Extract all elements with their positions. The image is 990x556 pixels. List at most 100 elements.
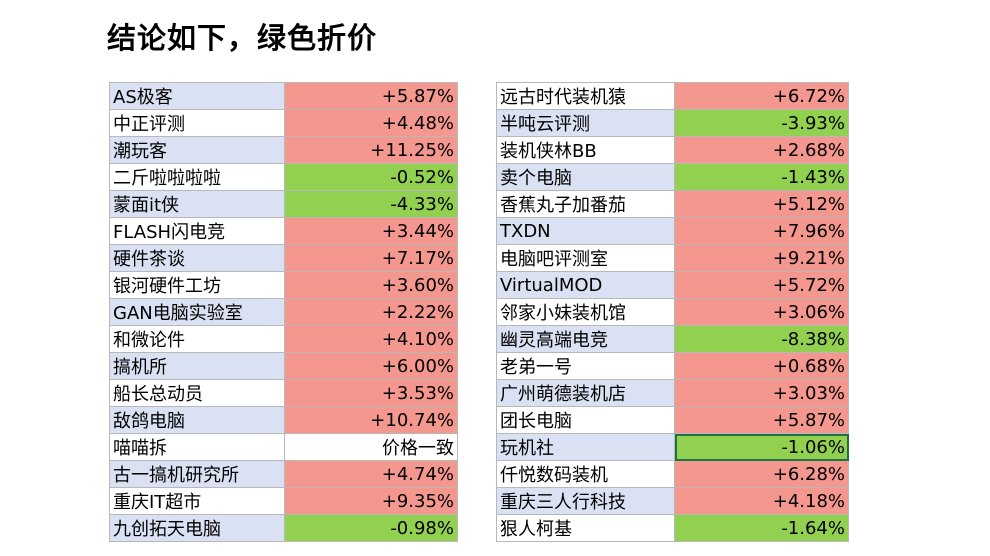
table-row: 银河硬件工坊 +3.60% [109,271,458,299]
table-row: 老弟一号 +0.68% [496,352,849,380]
channel-name-cell[interactable]: 装机侠林BB [496,136,675,164]
channel-name-cell[interactable]: 玩机社 [496,433,675,461]
channel-name-cell[interactable]: 搞机所 [109,352,285,380]
table-row: 二斤啦啦啦啦 -0.52% [109,163,458,191]
channel-name-cell[interactable]: 广州萌德装机店 [496,379,675,407]
price-change-cell[interactable]: -0.98% [284,514,458,542]
table-row: 潮玩客 +11.25% [109,136,458,164]
table-row: 半吨云评测 -3.93% [496,109,849,137]
price-change-cell[interactable]: +2.68% [674,136,849,164]
channel-name-cell[interactable]: 喵喵拆 [109,433,285,461]
table-row: 搞机所 +6.00% [109,352,458,380]
price-change-cell[interactable]: -1.64% [674,514,849,542]
price-change-cell[interactable]: +5.12% [674,190,849,218]
table-row: 团长电脑 +5.87% [496,406,849,434]
channel-name-cell[interactable]: 香蕉丸子加番茄 [496,190,675,218]
channel-name-cell[interactable]: 团长电脑 [496,406,675,434]
channel-name-cell[interactable]: 半吨云评测 [496,109,675,137]
price-change-cell[interactable]: +10.74% [284,406,458,434]
price-change-cell[interactable]: -1.06% [674,433,849,461]
channel-name-cell[interactable]: 船长总动员 [109,379,285,407]
channel-name-cell[interactable]: 老弟一号 [496,352,675,380]
table-row: 九创拓天电脑 -0.98% [109,514,458,542]
channel-name-cell[interactable]: 和微论件 [109,325,285,353]
table-row: 狠人柯基 -1.64% [496,514,849,542]
price-change-cell[interactable]: +5.87% [674,406,849,434]
price-change-cell[interactable]: +9.35% [284,487,458,515]
channel-name-cell[interactable]: 重庆三人行科技 [496,487,675,515]
channel-name-cell[interactable]: 电脑吧评测室 [496,244,675,272]
table-row: 玩机社 -1.06% [496,433,849,461]
table-row: 硬件茶谈 +7.17% [109,244,458,272]
price-change-cell[interactable]: +6.72% [674,82,849,110]
channel-name-cell[interactable]: 二斤啦啦啦啦 [109,163,285,191]
price-change-cell[interactable]: +11.25% [284,136,458,164]
table-row: 和微论件 +4.10% [109,325,458,353]
table-row: 重庆IT超市 +9.35% [109,487,458,515]
price-change-cell[interactable]: -4.33% [284,190,458,218]
price-change-cell[interactable]: +3.44% [284,217,458,245]
table-row: 幽灵高端电竞 -8.38% [496,325,849,353]
price-change-cell[interactable]: -3.93% [674,109,849,137]
price-change-cell[interactable]: +7.17% [284,244,458,272]
channel-name-cell[interactable]: 九创拓天电脑 [109,514,285,542]
price-change-cell[interactable]: +4.18% [674,487,849,515]
channel-name-cell[interactable]: 卖个电脑 [496,163,675,191]
table-row: 蒙面it侠 -4.33% [109,190,458,218]
table-row: 喵喵拆 价格一致 [109,433,458,461]
price-change-cell[interactable]: +4.10% [284,325,458,353]
channel-name-cell[interactable]: 邻家小妹装机馆 [496,298,675,326]
price-change-cell[interactable]: +3.03% [674,379,849,407]
price-change-cell[interactable]: +0.68% [674,352,849,380]
price-change-cell[interactable]: +6.00% [284,352,458,380]
price-change-cell[interactable]: +3.53% [284,379,458,407]
channel-name-cell[interactable]: 远古时代装机猿 [496,82,675,110]
price-change-cell[interactable]: +4.48% [284,109,458,137]
price-change-cell[interactable]: +5.72% [674,271,849,299]
channel-name-cell[interactable]: TXDN [496,217,675,245]
right-price-table: 远古时代装机猿 +6.72% 半吨云评测 -3.93% 装机侠林BB +2.68% 卖个电脑… [496,82,849,542]
channel-name-cell[interactable]: AS极客 [109,82,285,110]
price-change-cell[interactable]: -8.38% [674,325,849,353]
price-change-cell[interactable]: -0.52% [284,163,458,191]
price-change-cell[interactable]: +5.87% [284,82,458,110]
price-change-cell[interactable]: 价格一致 [284,433,458,461]
table-row: 船长总动员 +3.53% [109,379,458,407]
table-row: 古一搞机研究所 +4.74% [109,460,458,488]
price-change-cell[interactable]: +7.96% [674,217,849,245]
table-row: 重庆三人行科技 +4.18% [496,487,849,515]
channel-name-cell[interactable]: 蒙面it侠 [109,190,285,218]
left-price-table: AS极客 +5.87% 中正评测 +4.48% 潮玩客 +11.25% 二斤啦啦啦啦 -0.5… [109,82,458,542]
table-row: 中正评测 +4.48% [109,109,458,137]
channel-name-cell[interactable]: 狠人柯基 [496,514,675,542]
table-row: 广州萌德装机店 +3.03% [496,379,849,407]
channel-name-cell[interactable]: 敌鸽电脑 [109,406,285,434]
table-row: 装机侠林BB +2.68% [496,136,849,164]
table-row: 敌鸽电脑 +10.74% [109,406,458,434]
table-row: 卖个电脑 -1.43% [496,163,849,191]
channel-name-cell[interactable]: 古一搞机研究所 [109,460,285,488]
channel-name-cell[interactable]: 硬件茶谈 [109,244,285,272]
channel-name-cell[interactable]: 重庆IT超市 [109,487,285,515]
price-change-cell[interactable]: +4.74% [284,460,458,488]
table-row: VirtualMOD +5.72% [496,271,849,299]
channel-name-cell[interactable]: GAN电脑实验室 [109,298,285,326]
table-row: 邻家小妹装机馆 +3.06% [496,298,849,326]
price-change-cell[interactable]: +9.21% [674,244,849,272]
price-change-cell[interactable]: +2.22% [284,298,458,326]
price-change-cell[interactable]: -1.43% [674,163,849,191]
page-title: 结论如下，绿色折价 [107,21,378,55]
channel-name-cell[interactable]: FLASH闪电竞 [109,217,285,245]
table-row: AS极客 +5.87% [109,82,458,110]
price-change-cell[interactable]: +3.06% [674,298,849,326]
channel-name-cell[interactable]: 银河硬件工坊 [109,271,285,299]
channel-name-cell[interactable]: 仟悦数码装机 [496,460,675,488]
table-row: 仟悦数码装机 +6.28% [496,460,849,488]
channel-name-cell[interactable]: 中正评测 [109,109,285,137]
channel-name-cell[interactable]: VirtualMOD [496,271,675,299]
price-change-cell[interactable]: +3.60% [284,271,458,299]
channel-name-cell[interactable]: 幽灵高端电竞 [496,325,675,353]
channel-name-cell[interactable]: 潮玩客 [109,136,285,164]
table-row: FLASH闪电竞 +3.44% [109,217,458,245]
price-change-cell[interactable]: +6.28% [674,460,849,488]
